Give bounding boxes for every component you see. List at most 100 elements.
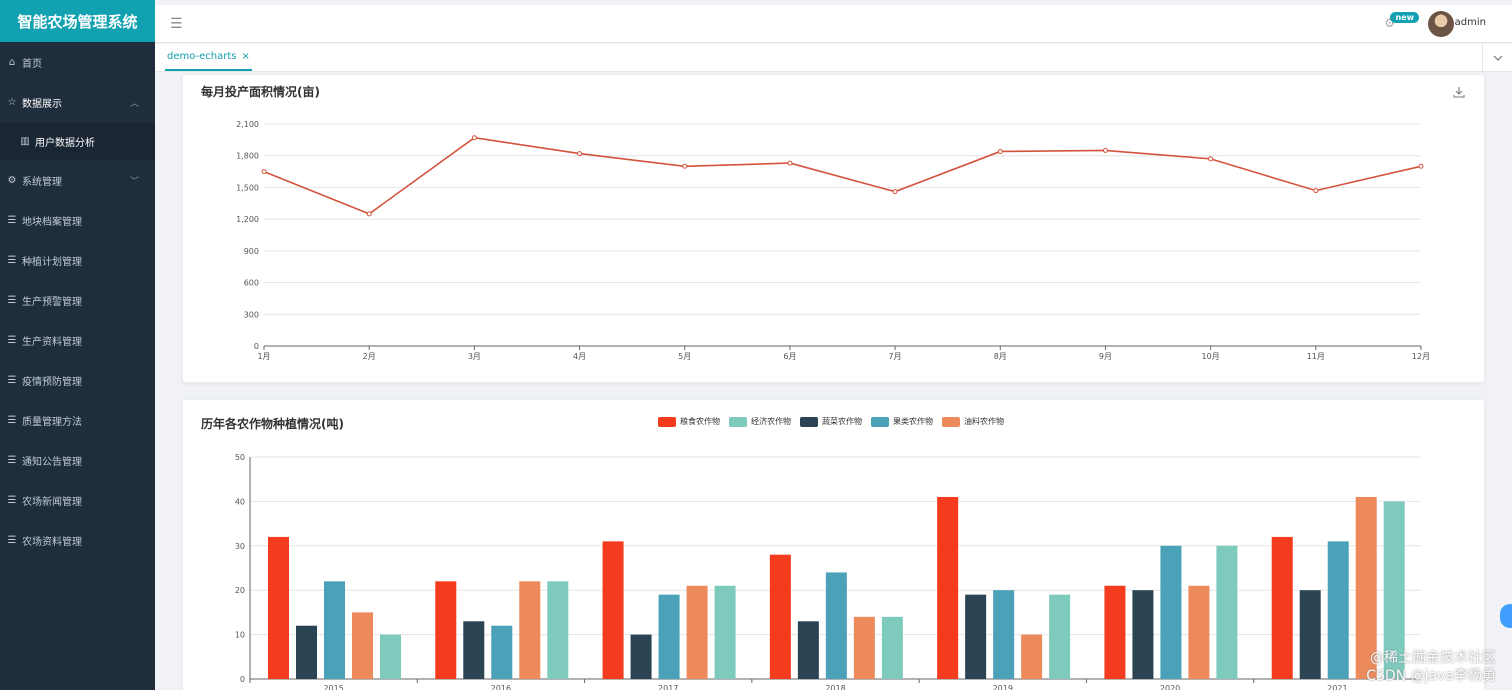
bar xyxy=(1355,496,1377,679)
tab-demo-echarts[interactable]: demo-echarts × xyxy=(165,44,252,71)
line-point xyxy=(682,163,688,169)
list-icon: ☰ xyxy=(7,374,17,386)
bar xyxy=(1271,536,1293,679)
legend-item[interactable]: 经济农作物 xyxy=(729,416,791,427)
sidebar-item[interactable]: ☰ 生产预警管理 xyxy=(0,280,155,320)
bar xyxy=(602,541,624,679)
chevron-down-icon: ﹀ xyxy=(129,176,139,187)
hamburger-icon[interactable]: ☰ xyxy=(170,16,183,32)
new-badge: new xyxy=(1390,12,1419,23)
bar xyxy=(1383,501,1405,679)
legend-item[interactable]: 油料农作物 xyxy=(942,416,1004,427)
x-tick-label: 1月 xyxy=(257,352,270,361)
user-avatar[interactable] xyxy=(1428,11,1454,37)
x-tick-label: 3月 xyxy=(468,352,481,361)
line-point xyxy=(1313,188,1319,194)
sidebar-item[interactable]: ☰ 农场资料管理 xyxy=(0,520,155,560)
top-bar: ☰ ⚙ new admin xyxy=(155,5,1512,43)
sidebar-item[interactable]: ☰ 农场新闻管理 xyxy=(0,480,155,520)
bar xyxy=(1188,585,1210,679)
username[interactable]: admin xyxy=(1454,17,1486,28)
bar xyxy=(1327,541,1349,679)
sidebar-item[interactable]: ☰ 疫情预防管理 xyxy=(0,360,155,400)
list-icon: ☰ xyxy=(7,414,17,426)
sidebar-subitem[interactable]: ▥ 用户数据分析 xyxy=(0,122,155,160)
x-tick-label: 11月 xyxy=(1307,352,1325,361)
download-icon[interactable] xyxy=(1452,85,1466,99)
list-icon: ☰ xyxy=(7,214,17,226)
sidebar-item[interactable]: ☰ 通知公告管理 xyxy=(0,440,155,480)
legend-label: 经济农作物 xyxy=(751,417,791,426)
legend-swatch xyxy=(729,416,747,427)
sidebar-item[interactable]: ☰ 质量管理方法 xyxy=(0,400,155,440)
line-point xyxy=(577,151,583,157)
bar xyxy=(519,581,541,679)
line-point xyxy=(787,160,793,166)
legend-item[interactable]: 粮食农作物 xyxy=(658,416,720,427)
close-icon[interactable]: × xyxy=(241,51,250,62)
app-logo[interactable]: 智能农场管理系统 xyxy=(0,0,155,42)
list-icon: ☰ xyxy=(7,254,17,266)
sidebar: 智能农场管理系统 ⌂ 首页 ☆ 数据展示 ︿ ▥ 用户数据分析 ⚙ 系统管理 ﹀ ☰ 地块档案管理 ☰ 种… xyxy=(0,0,155,690)
y-tick-label: 30 xyxy=(235,542,245,551)
sidebar-item[interactable]: ☰ 地块档案管理 xyxy=(0,200,155,240)
chevron-up-icon: ︿ xyxy=(129,98,139,109)
sidebar-item[interactable]: ☆ 数据展示 ︿ xyxy=(0,82,155,122)
line-point xyxy=(1208,156,1214,162)
y-tick-label: 40 xyxy=(235,497,245,506)
line-point xyxy=(366,211,372,217)
bar xyxy=(324,581,345,679)
bar xyxy=(937,496,959,679)
bar xyxy=(547,581,569,679)
bar xyxy=(658,594,680,679)
x-tick-label: 2019 xyxy=(993,684,1013,690)
star-icon: ☆ xyxy=(7,96,17,108)
home-icon: ⌂ xyxy=(8,56,16,68)
sidebar-item[interactable]: ⌂ 首页 xyxy=(0,42,155,82)
y-tick-label: 1,500 xyxy=(236,183,259,192)
bar-chart-legend: 粮食农作物 经济农作物 蔬菜农作物 果类农作物 油料农作物 xyxy=(658,416,1013,427)
sidebar-item-label: 疫情预防管理 xyxy=(22,376,82,388)
bar xyxy=(686,585,708,679)
legend-swatch xyxy=(800,416,818,427)
y-tick-label: 900 xyxy=(244,247,259,256)
bar-chart: 0 10 20 30 40 50 2015 2016 2017 2018 2019 2020 2021 xyxy=(235,453,1421,690)
legend-item[interactable]: 果类农作物 xyxy=(871,416,933,427)
tab-dropdown-button[interactable] xyxy=(1482,44,1512,71)
sidebar-item-label: 质量管理方法 xyxy=(22,416,82,428)
bar xyxy=(965,594,987,679)
sidebar-item-label: 系统管理 xyxy=(22,176,62,188)
sidebar-item-label: 首页 xyxy=(22,58,42,70)
floating-action-button[interactable] xyxy=(1500,604,1512,628)
bar xyxy=(1160,545,1182,679)
watermark-line1: @稀土掘金技术社区 xyxy=(1370,650,1496,666)
bar-chart-card: 历年各农作物种植情况(吨) 粮食农作物 经济农作物 蔬菜农作物 果类农作物 油料农作物 … xyxy=(182,399,1485,690)
line-point xyxy=(1102,147,1108,153)
bar xyxy=(714,585,736,679)
sidebar-item[interactable]: ⚙ 系统管理 ﹀ xyxy=(0,160,155,200)
x-tick-label: 2020 xyxy=(1160,684,1180,690)
x-tick-label: 9月 xyxy=(1099,352,1112,361)
x-tick-label: 10月 xyxy=(1202,352,1220,361)
gear-icon: ⚙ xyxy=(7,174,17,186)
settings-icon[interactable]: ⚙ xyxy=(1384,16,1395,30)
bar xyxy=(1299,590,1321,679)
sidebar-item[interactable]: ☰ 生产资料管理 xyxy=(0,320,155,360)
bar xyxy=(352,612,373,679)
bar xyxy=(1021,634,1043,679)
x-tick-label: 2021 xyxy=(1327,684,1347,690)
legend-item[interactable]: 蔬菜农作物 xyxy=(800,416,862,427)
list-icon: ☰ xyxy=(7,454,17,466)
x-tick-label: 2017 xyxy=(658,684,678,690)
sidebar-item-label: 农场资料管理 xyxy=(22,536,82,548)
x-tick-label: 5月 xyxy=(678,352,691,361)
x-tick-label: 12月 xyxy=(1412,352,1430,361)
line-series xyxy=(263,136,1422,215)
bar xyxy=(797,621,819,679)
watermark: @稀土掘金技术社区 CSDN @java李杨勇 xyxy=(1366,649,1496,685)
y-tick-label: 600 xyxy=(244,279,259,288)
y-tick-label: 0 xyxy=(254,342,259,351)
bar xyxy=(881,616,903,679)
sidebar-item[interactable]: ☰ 种植计划管理 xyxy=(0,240,155,280)
